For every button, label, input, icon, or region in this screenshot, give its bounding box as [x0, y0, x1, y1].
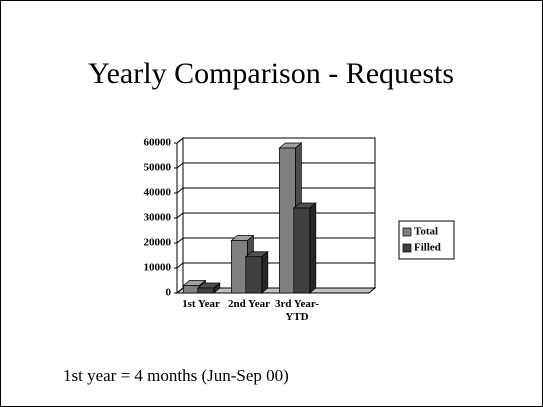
grid-line: [176, 262, 184, 269]
bar-side: [261, 251, 269, 294]
legend-swatch: [402, 227, 412, 237]
y-tick-label: 60000: [144, 137, 172, 149]
grid-line: [176, 137, 184, 144]
y-tick-label: 0: [166, 287, 172, 299]
grid-line: [176, 237, 184, 244]
bar: [293, 207, 311, 294]
y-tick-label: 50000: [144, 162, 172, 174]
legend-label: Filled: [414, 242, 441, 254]
y-tick-label: 40000: [144, 187, 172, 199]
legend-box: [398, 220, 455, 260]
bar: [279, 147, 296, 294]
grid-line: [176, 287, 184, 294]
grid-line: [176, 187, 184, 194]
bar: [197, 287, 215, 294]
chart-title: Yearly Comparison - Requests: [88, 57, 454, 90]
bar: [183, 285, 200, 294]
bar: [245, 256, 263, 294]
grid-line: [176, 162, 184, 169]
x-tick-label: 1st Year: [182, 298, 220, 310]
annotation: 1st year = 4 months (Jun-Sep 00): [63, 366, 289, 385]
y-tick-label: 20000: [144, 237, 172, 249]
legend-swatch: [402, 243, 412, 253]
legend-label: Total: [414, 226, 438, 238]
y-tick-label: 10000: [144, 262, 172, 274]
bar: [231, 240, 248, 294]
x-tick-label: 2nd Year: [227, 298, 271, 310]
y-tick-label: 30000: [144, 212, 172, 224]
x-tick-label: 3rd Year-YTD: [274, 298, 320, 323]
bar-side: [309, 202, 317, 294]
grid-line: [176, 212, 184, 219]
